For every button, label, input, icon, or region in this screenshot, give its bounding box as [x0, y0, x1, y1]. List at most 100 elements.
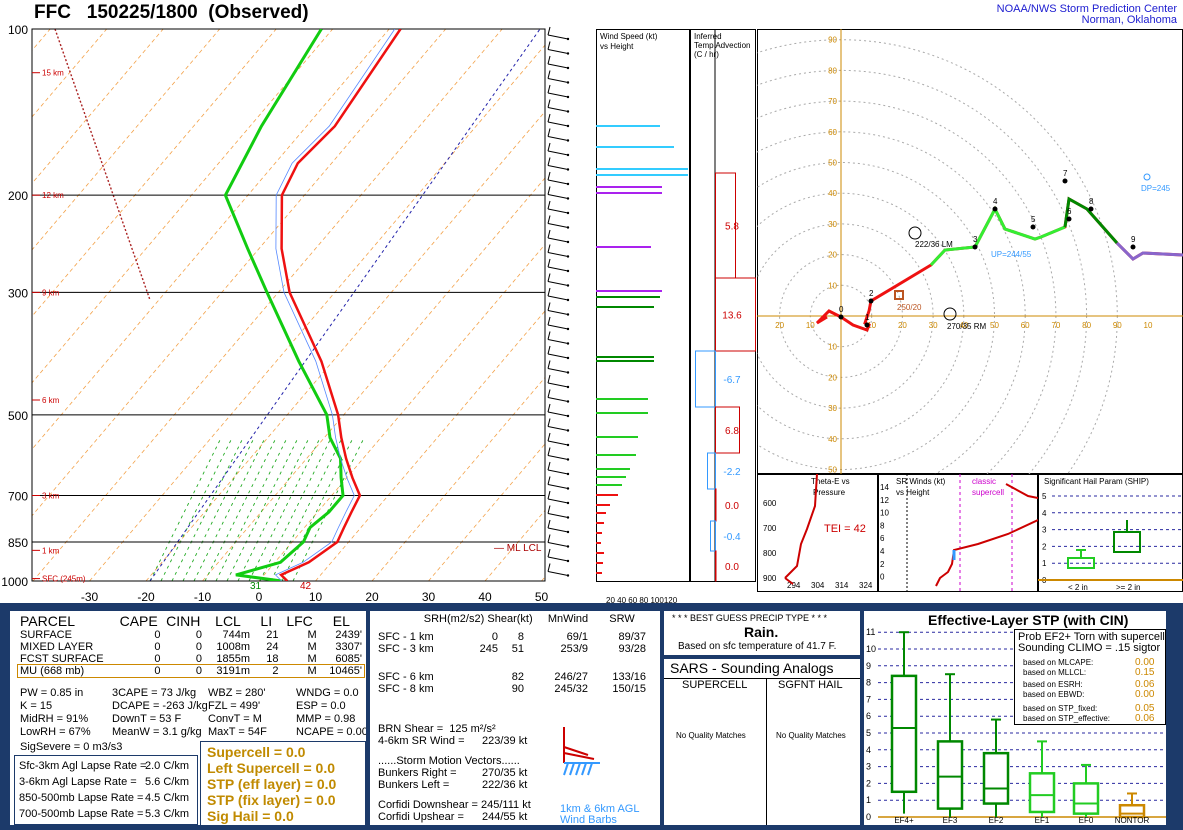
mixing-ratio-line: [259, 439, 331, 581]
kin-layer: SFC - 8 km: [378, 683, 434, 695]
wind-barb: [547, 542, 569, 547]
hodo-x-label: 70: [1051, 321, 1060, 330]
wind-barb-flag: [547, 389, 551, 398]
wind-barb-base: [566, 574, 570, 577]
mixing-ratio-line: [237, 439, 309, 581]
temp-adv-value: 13.6: [722, 311, 742, 322]
hodo-x-label: 20: [775, 321, 784, 330]
org-line2: Norman, Oklahoma: [1081, 14, 1177, 26]
wind-barb: [547, 527, 569, 533]
lapse-value: 4.5 C/km: [145, 792, 190, 804]
wind-barb: [547, 121, 569, 127]
hodo-x-label: 50: [990, 321, 999, 330]
stp-category-label: EF0: [1079, 816, 1094, 825]
wind-barb-base: [566, 211, 570, 215]
temperature-trace: [278, 29, 402, 581]
composite-value: Supercell = 0.0: [207, 744, 306, 760]
wind-barb-flag: [547, 41, 551, 50]
downshear-label: DP=245: [1141, 184, 1171, 193]
hodo-y-label: 40: [828, 189, 837, 198]
lapse-label: 700-500mb Lapse Rate =: [19, 808, 144, 820]
temp-adv-value: 0.0: [725, 562, 739, 573]
hodo-y-label: 40: [828, 435, 837, 444]
temp-adv-value: 0.0: [725, 501, 739, 512]
stp-y-label: 7: [866, 694, 871, 704]
wind-barb: [547, 92, 569, 98]
pressure-label: 100: [8, 23, 28, 37]
lapse-value: 5.3 C/km: [145, 808, 190, 820]
index-value: PW = 0.85 in: [20, 687, 84, 699]
upshear-label: UP=244/55: [991, 250, 1032, 259]
barbs-label2: Wind Barbs: [560, 814, 617, 825]
parcel-row[interactable]: MIXED LAYER 0 0 1008m 24 M 3307': [18, 641, 364, 653]
hodo-point: [1130, 244, 1136, 250]
theta-frame: [757, 474, 878, 592]
index-value: ConvT = M: [208, 713, 262, 725]
wind-barb-base: [566, 124, 570, 128]
wind-barb-base: [566, 226, 570, 229]
hodo-point: [992, 206, 998, 212]
hodo-x-label: 10: [806, 321, 815, 330]
ship-y-label: 4: [1042, 509, 1047, 518]
stp-y-label: 6: [866, 711, 871, 721]
wind-barb-base: [566, 385, 570, 389]
wind-barb-flag: [547, 113, 551, 123]
pressure-label: 200: [8, 189, 28, 203]
wind-speed-ticks: 20 40 60 80 100120: [606, 596, 678, 605]
hodo-y-label: 30: [828, 404, 837, 413]
sfc-temp-label: 31: [250, 581, 262, 592]
isotherm: [315, 310, 545, 581]
wind-barb-flag: [547, 505, 551, 514]
mixing-ratio-line: [160, 439, 232, 581]
hodo-point-label: 6: [1067, 207, 1072, 216]
temp-tick-label: -10: [194, 590, 212, 603]
wind-barb-base: [566, 269, 570, 273]
kinematics-pane: SRH(m2/s2) Shear(kt) MnWind SRW SFC - 1 km 0 8…: [370, 611, 660, 825]
stp-box: [1028, 772, 1056, 814]
kin-value: 150/15: [612, 683, 646, 695]
sars-pane: SARS - Sounding Analogs SUPERCELL SGFNT …: [664, 659, 860, 825]
hodo-point-label: 5: [1031, 215, 1036, 224]
wind-barb-flag: [547, 258, 551, 268]
skewt-frame: [31, 28, 546, 582]
isotherm: [541, 576, 545, 581]
hodo-point: [972, 244, 978, 250]
parcel-cell: 744m: [222, 629, 250, 641]
parcel-row[interactable]: MU (668 mb) 0 0 3191m 2 M 10465': [17, 664, 365, 678]
wind-speed-profile: [596, 125, 688, 574]
height-label: SFC (245m): [42, 575, 86, 584]
brn-shear: BRN Shear = 125 m²/s²: [378, 723, 496, 735]
hodo-y-label: 90: [828, 36, 837, 45]
wind-barb-base: [566, 400, 570, 403]
theta-title: Theta-E vs: [811, 477, 850, 486]
mixing-ratio-line: [215, 439, 287, 581]
stp-y-label: 4: [866, 745, 871, 755]
mixing-ratio-line: [204, 439, 276, 581]
sr-y-label: 8: [880, 521, 885, 530]
stp-y-label: 9: [866, 661, 871, 671]
stp-box: [982, 751, 1010, 805]
stp-prob-label: based on ESRH:: [1023, 680, 1083, 689]
tei-label: TEI = 42: [824, 523, 866, 535]
parcel-row[interactable]: SURFACE 0 0 744m 21 M 2439': [18, 629, 364, 641]
hodograph-markers: 0 1 2 3 4 5 6 7 8 9 222/36 LM 270/35 RM 250/20 UP=244…: [838, 169, 1171, 331]
wind-barb: [547, 440, 569, 446]
temp-tick-label: 40: [478, 590, 492, 603]
parcel-row[interactable]: FCST SURFACE 0 0 1855m 18 M 6085': [18, 653, 364, 665]
parcel-cell: 3307': [335, 641, 362, 653]
wind-barb: [547, 252, 569, 257]
kin-header: SRH(m2/s2): [423, 613, 485, 625]
bunkers-right-value: 270/35 kt: [482, 767, 528, 779]
index-value: MidRH = 91%: [20, 713, 89, 725]
parcel-cell: 0: [195, 641, 202, 653]
wind-barb-flag: [547, 403, 551, 413]
parcel-cell: 0: [154, 629, 161, 641]
precip-note: Based on sfc temperature of 41.7 F.: [678, 641, 837, 652]
sr46-label: 4-6km SR Wind =: [378, 735, 465, 747]
wind-barb: [547, 556, 569, 562]
bunkers-left-value: 222/36 kt: [482, 779, 528, 791]
temp-adv-value: -2.2: [723, 467, 741, 478]
wind-barb-base: [566, 356, 570, 360]
hodo-point: [1066, 216, 1072, 222]
wind-barb-base: [566, 327, 570, 331]
